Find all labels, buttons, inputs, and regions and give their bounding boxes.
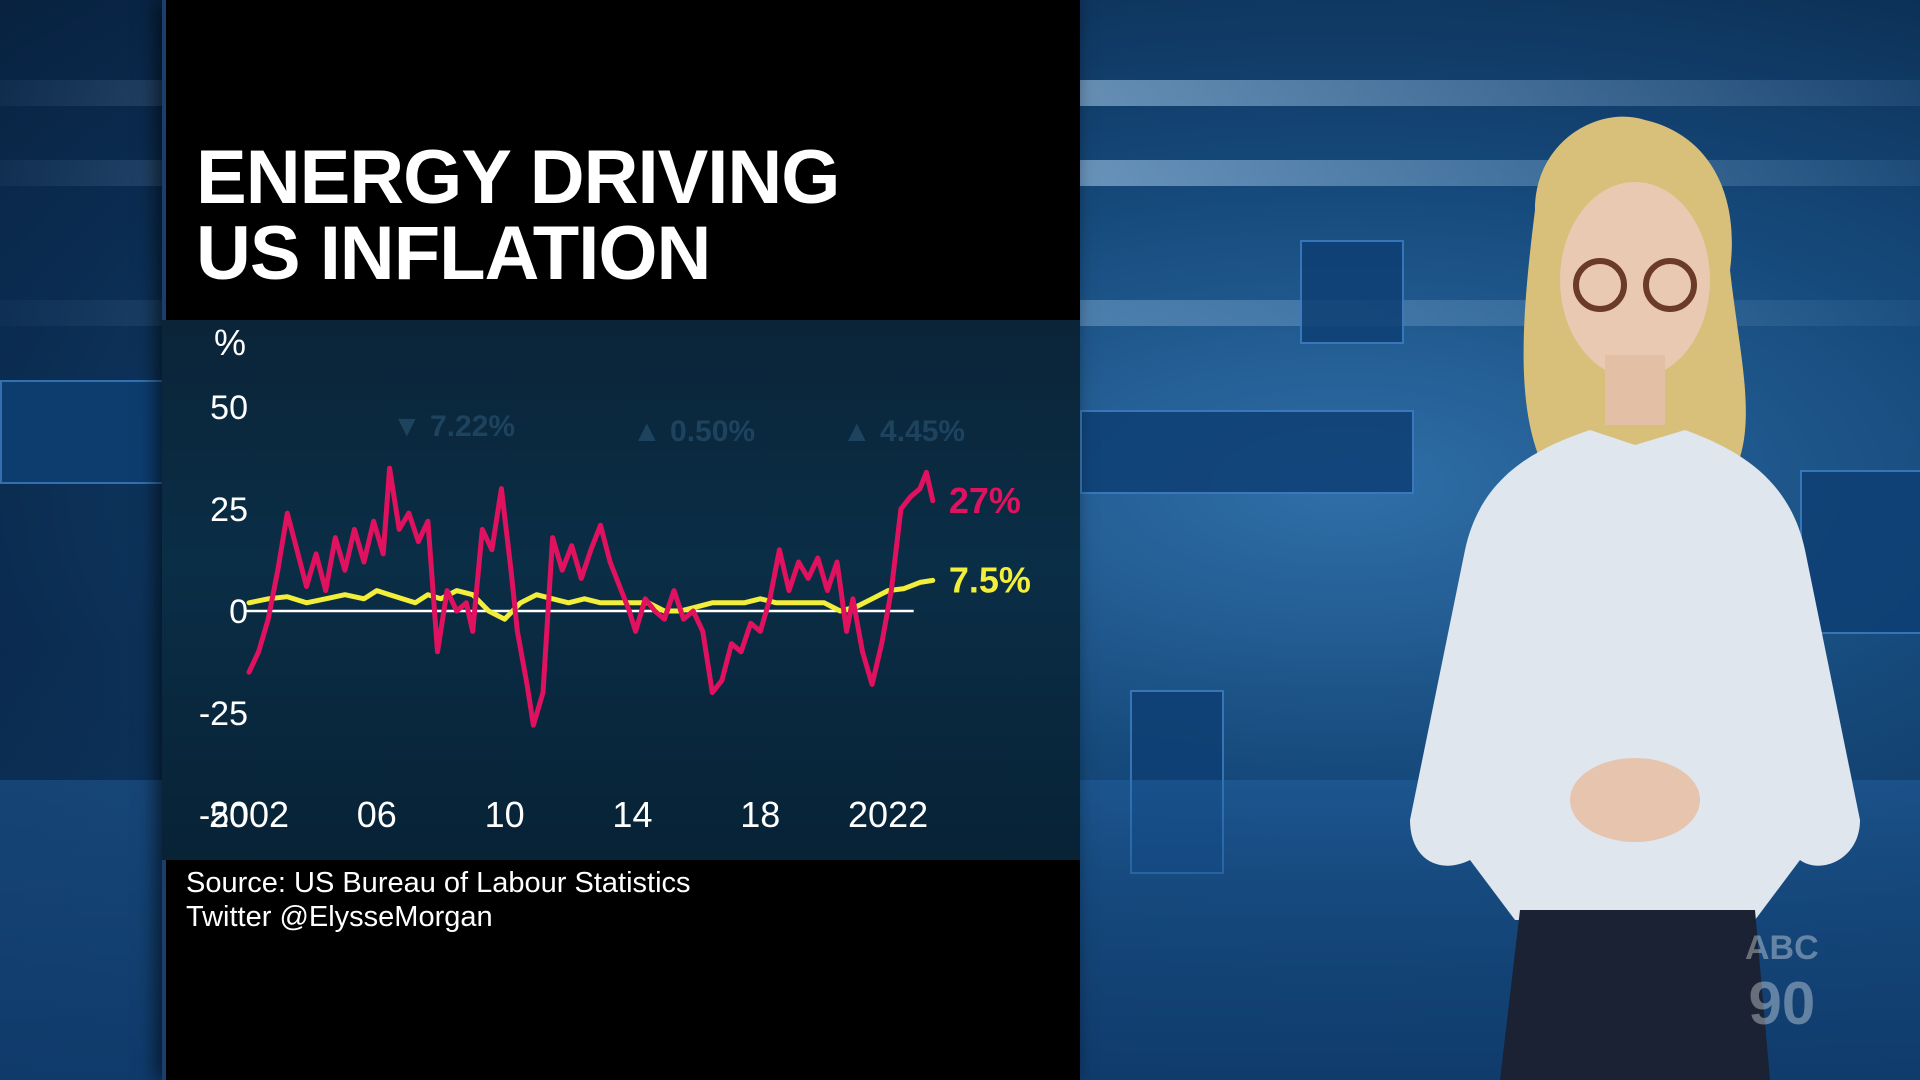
presenter-figure (1410, 116, 1860, 1080)
title-line: ENERGY DRIVING (196, 135, 840, 220)
headline-series-line (246, 577, 936, 622)
logo-number: 90 (1748, 970, 1816, 1037)
energy-end-label: 27% (949, 480, 1021, 521)
logo-text: ABC (1745, 929, 1819, 967)
headline-end-label: 7.5% (949, 559, 1031, 600)
chart-title: ENERGY DRIVING US INFLATION (196, 135, 840, 296)
y-tick-label: -25 (199, 695, 248, 733)
presenter-shirt (1410, 430, 1860, 920)
y-tick-label: 50 (210, 389, 248, 427)
presenter-neck (1605, 355, 1665, 425)
y-tick-label: -50 (199, 797, 248, 835)
glasses-icon (1573, 258, 1627, 312)
background-ticker: ▲ 4.45% (842, 415, 966, 448)
background-screen (0, 380, 164, 484)
line-chart: % 50 25 0 -25 -50 2002 06 10 14 18 2022 27% 7.5% (199, 322, 1031, 835)
background-screen (1300, 240, 1404, 344)
title-line: US INFLATION (196, 211, 711, 296)
y-axis: 50 25 0 -25 -50 (199, 389, 248, 835)
presenter-hands (1570, 758, 1700, 842)
x-tick-label: 10 (485, 794, 525, 835)
energy-series-line (246, 465, 936, 728)
x-tick-label: 2002 (209, 794, 289, 835)
x-axis: 2002 06 10 14 18 2022 (209, 794, 928, 835)
channel-logo: ABC 90 (1745, 920, 1819, 1037)
y-tick-label: 25 (210, 491, 248, 529)
y-tick-label: 0 (229, 593, 248, 631)
twitter-line: Twitter @ElysseMorgan (186, 901, 493, 933)
background-ticker: ▲ 0.50% (632, 415, 756, 448)
presenter-trousers (1500, 910, 1770, 1080)
y-axis-label: % (214, 322, 246, 363)
glasses-icon (1643, 258, 1697, 312)
background-screen (1800, 470, 1920, 634)
background-ticker: ▼ 7.22% (392, 410, 516, 443)
x-tick-label: 14 (612, 794, 652, 835)
background-screen (1080, 410, 1414, 494)
x-tick-label: 06 (357, 794, 397, 835)
x-tick-label: 2022 (848, 794, 928, 835)
series-layer: 27% 7.5% (246, 465, 1031, 728)
source-line: Source: US Bureau of Labour Statistics (186, 867, 691, 899)
source-note: Source: US Bureau of Labour Statistics T… (186, 866, 691, 934)
presenter-face (1560, 182, 1710, 378)
graphic-panel: ENERGY DRIVING US INFLATION ▼ 7.22% ▲ 0.… (162, 0, 1080, 1080)
x-tick-label: 18 (740, 794, 780, 835)
